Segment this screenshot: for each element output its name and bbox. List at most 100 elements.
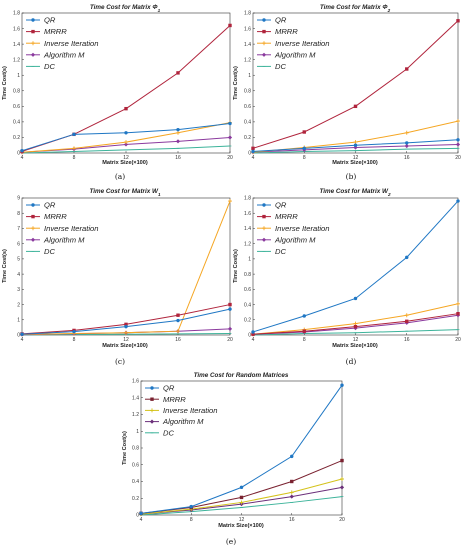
y-tick-label: 0.4 — [13, 120, 20, 126]
y-tick-label: 0.2 — [132, 496, 139, 502]
point-inverse-iteration — [124, 330, 128, 335]
point-qr — [251, 149, 255, 154]
x-tick-label: 4 — [140, 517, 143, 523]
y-tick-label: 1.8 — [244, 11, 251, 17]
point-qr — [72, 329, 76, 334]
y-tick-label: 1.8 — [13, 11, 20, 17]
legend-marker — [262, 29, 266, 34]
legend-label: QR — [44, 16, 56, 25]
y-tick-label: 1.6 — [244, 26, 251, 32]
point-qr — [302, 146, 306, 151]
point-qr — [405, 141, 409, 145]
x-tick-label: 16 — [404, 155, 410, 161]
y-tick-label: 1.4 — [13, 42, 20, 48]
x-tick-label: 4 — [21, 337, 24, 343]
x-tick-label: 20 — [227, 337, 233, 343]
y-tick-label: 1.8 — [244, 196, 251, 202]
point-qr — [189, 504, 193, 509]
x-tick-label: 12 — [123, 155, 129, 161]
x-tick-label: 4 — [21, 155, 24, 161]
x-tick-label: 16 — [404, 337, 410, 343]
x-tick-label: 20 — [339, 517, 345, 523]
point-qr — [139, 511, 143, 516]
point-inverse-iteration — [124, 140, 128, 145]
y-tick-label: 1 — [136, 429, 139, 435]
y-tick-label: 7 — [17, 226, 20, 232]
legend-entry-qr: QR — [145, 384, 175, 393]
legend-marker — [30, 237, 36, 242]
point-inverse-iteration — [353, 140, 358, 145]
panel-label: (b) — [346, 172, 357, 181]
y-tick-label: 0 — [17, 151, 20, 157]
legend-entry-dc: DC — [257, 62, 286, 71]
chart-title: Time Cost for Matrix W1 — [89, 188, 160, 197]
point-qr — [405, 255, 409, 260]
series-algorithm-m — [19, 135, 233, 155]
y-tick-label: 0.2 — [13, 135, 20, 141]
point-mrrr — [124, 106, 128, 111]
y-tick-label: 1.4 — [244, 226, 251, 232]
y-tick-label: 0.6 — [132, 462, 139, 468]
point-qr — [340, 383, 344, 387]
legend-marker — [262, 203, 266, 207]
legend-label: DC — [163, 428, 174, 437]
point-mrrr — [405, 319, 409, 323]
point-qr — [353, 296, 358, 301]
legend-marker — [150, 386, 154, 390]
legend-label: MRRR — [163, 395, 186, 404]
y-tick-label: 1.6 — [132, 379, 139, 385]
point-mrrr — [405, 67, 409, 71]
legend-marker — [150, 408, 154, 413]
legend-marker — [31, 41, 35, 46]
x-tick-label: 12 — [239, 517, 245, 523]
point-qr — [456, 138, 460, 142]
y-tick-label: 0 — [136, 513, 139, 519]
y-tick-label: 2 — [17, 302, 20, 308]
point-inverse-iteration — [289, 490, 294, 495]
plot-area — [252, 197, 459, 336]
y-axis-label: Time Cost(s) — [122, 431, 128, 465]
x-tick-label: 8 — [190, 517, 193, 523]
legend-label: MRRR — [275, 27, 298, 36]
legend-entry-inverse-iteration: Inverse Iteration — [26, 39, 98, 48]
y-tick-label: 3 — [17, 287, 20, 293]
point-qr — [290, 454, 294, 459]
legend-entry-algorithm-m: Algorithm M — [257, 235, 316, 244]
point-inverse-iteration — [404, 313, 409, 318]
y-tick-label: 0.2 — [244, 135, 251, 141]
legend-label: MRRR — [44, 212, 67, 221]
legend-entry-algorithm-m: Algorithm M — [26, 50, 85, 59]
x-tick-label: 20 — [455, 337, 461, 343]
legend-label: DC — [44, 62, 55, 71]
point-qr — [228, 307, 232, 311]
legend-label: QR — [275, 201, 287, 210]
point-algorithm-m — [175, 139, 181, 144]
y-tick-label: 1 — [248, 257, 251, 263]
y-tick-label: 1 — [17, 317, 20, 323]
legend-marker — [262, 214, 266, 219]
legend-entry-mrrr: MRRR — [26, 212, 67, 221]
y-tick-label: 1.4 — [132, 395, 139, 401]
x-tick-label: 16 — [289, 517, 295, 523]
x-tick-label: 20 — [227, 155, 233, 161]
point-algorithm-m — [123, 142, 129, 147]
y-tick-label: 0.8 — [132, 446, 139, 452]
chart-title: Time Cost for Random Matrices — [194, 372, 289, 379]
series-mrrr — [251, 19, 460, 151]
legend-entry-qr: QR — [257, 16, 287, 25]
x-tick-label: 12 — [123, 337, 129, 343]
point-qr — [124, 324, 128, 329]
y-tick-label: 0.8 — [244, 88, 251, 94]
legend-entry-dc: DC — [26, 62, 55, 71]
point-qr — [72, 132, 76, 137]
series-mrrr — [251, 311, 460, 336]
y-tick-label: 1.2 — [244, 241, 251, 247]
series-qr — [251, 199, 460, 334]
chart-title: Time Cost for Matrix W2 — [319, 188, 390, 197]
x-tick-label: 12 — [353, 337, 359, 343]
legend-entry-qr: QR — [257, 201, 287, 210]
point-mrrr — [251, 332, 255, 336]
point-inverse-iteration — [228, 199, 232, 204]
y-tick-label: 9 — [17, 196, 20, 202]
